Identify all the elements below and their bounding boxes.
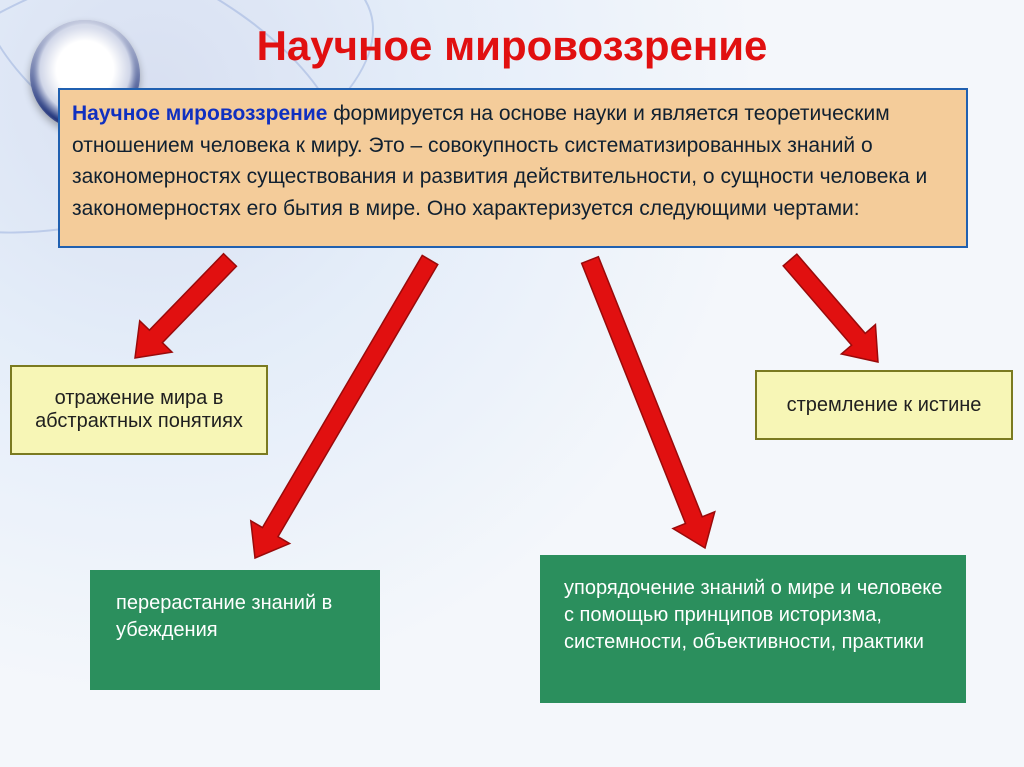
feature-3-text: перерастание знаний в убеждения (116, 592, 332, 641)
intro-box: Научное мировоззрение формируется на осн… (58, 88, 968, 248)
feature-box-3: перерастание знаний в убеждения (90, 570, 380, 690)
feature-4-text: упорядочение знаний о мире и человеке с … (564, 577, 942, 653)
feature-1-text: отражение мира в абстрактных понятиях (22, 387, 256, 433)
feature-box-4: упорядочение знаний о мире и человеке с … (540, 555, 966, 703)
feature-2-text: стремление к истине (787, 394, 982, 417)
intro-lead: Научное мировоззрение (72, 102, 327, 125)
page-title: Научное мировоззрение (0, 22, 1024, 70)
title-text: Научное мировоззрение (257, 22, 768, 69)
feature-box-1: отражение мира в абстрактных понятиях (10, 365, 268, 455)
feature-box-2: стремление к истине (755, 370, 1013, 440)
